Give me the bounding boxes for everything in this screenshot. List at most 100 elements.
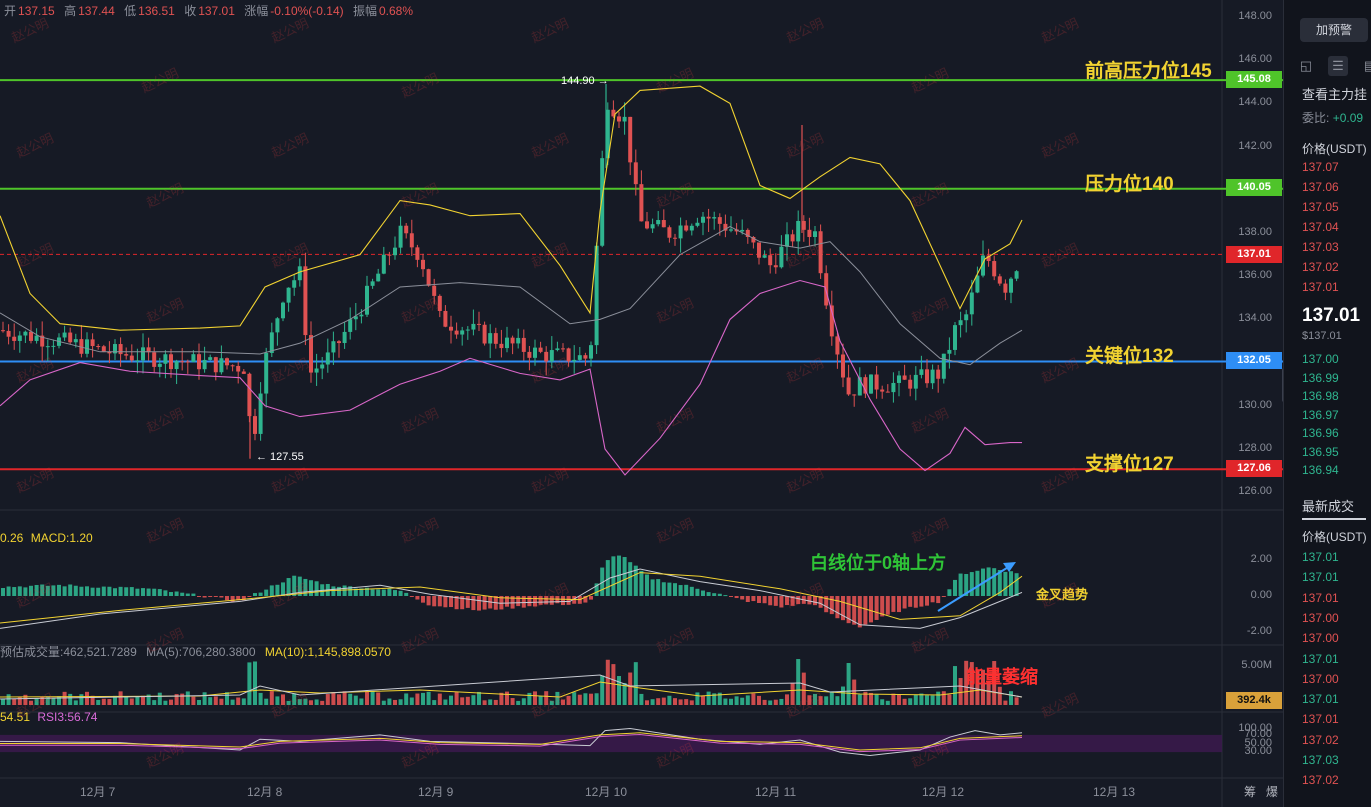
macd-bar: [986, 567, 991, 596]
trade-row[interactable]: 137.02: [1302, 773, 1339, 788]
macd-bar: [1003, 571, 1008, 596]
macd-bar: [57, 584, 61, 596]
add-alert-button[interactable]: 加预警: [1300, 18, 1368, 42]
macd-bar: [818, 596, 823, 608]
trade-row[interactable]: 137.02: [1302, 732, 1339, 747]
chip-icon-button[interactable]: 筹: [1244, 785, 1257, 799]
volume-bar: [717, 692, 722, 705]
trade-row[interactable]: 137.01: [1302, 712, 1339, 727]
orderbook-row[interactable]: 137.05: [1302, 200, 1339, 214]
candle-body: [471, 323, 476, 330]
volume-bar: [180, 693, 185, 705]
orderbook-row[interactable]: 136.95: [1302, 444, 1339, 459]
orderbook-row[interactable]: 137.01: [1302, 280, 1339, 294]
volume-bar: [303, 698, 308, 705]
layout-icon[interactable]: ◱: [1299, 58, 1313, 73]
candle-body: [113, 344, 117, 354]
candle-body: [129, 355, 134, 361]
liquidation-icon-button[interactable]: 爆: [1266, 785, 1279, 799]
macd-bar: [213, 596, 218, 597]
volume-bar: [12, 698, 17, 705]
orderbook-row[interactable]: 136.97: [1302, 407, 1339, 422]
orderbook-view-icon[interactable]: ☰: [1328, 56, 1348, 76]
volume-bar: [969, 662, 974, 705]
trade-row[interactable]: 137.00: [1302, 610, 1339, 625]
volume-bar: [449, 695, 453, 705]
macd-bar: [118, 586, 123, 596]
volume-bar: [6, 694, 11, 705]
macd-bar: [191, 593, 196, 596]
volume-bar: [544, 691, 549, 705]
chart-area[interactable]: 开 137.15 高 137.44 低 136.51 收 137.01 涨幅 -0.10%…: [0, 0, 1283, 807]
volume-bar: [594, 693, 599, 705]
candle-body: [141, 347, 145, 361]
volume-bar: [538, 696, 543, 705]
orderbook-row[interactable]: 137.03: [1302, 240, 1339, 254]
orderbook-row[interactable]: 137.00: [1302, 352, 1339, 366]
candle-body: [538, 347, 543, 352]
price-tag-145: 145.08: [1226, 71, 1282, 88]
macd-bar: [751, 596, 756, 602]
macd-bar: [779, 596, 784, 608]
orderbook-row[interactable]: 136.98: [1302, 389, 1339, 403]
trade-row[interactable]: 137.01: [1302, 550, 1339, 564]
volume-bar: [751, 693, 756, 705]
trade-row[interactable]: 137.03: [1302, 753, 1339, 767]
candle-body: [986, 255, 991, 262]
volume-bar: [913, 694, 918, 705]
candle-body: [835, 336, 840, 355]
candle-body: [197, 354, 201, 370]
view-main-orders-label[interactable]: 查看主力挂: [1302, 87, 1368, 102]
trade-row[interactable]: 137.01: [1302, 590, 1339, 605]
candle-body: [740, 229, 745, 232]
bollinger-lower-line: [0, 279, 1022, 476]
trade-row[interactable]: 137.01: [1302, 692, 1339, 707]
trade-row[interactable]: 137.00: [1302, 671, 1339, 686]
macd-bar: [729, 596, 733, 597]
buy-view-icon[interactable]: ▤: [1360, 56, 1371, 76]
latest-trades-title[interactable]: 最新成交: [1302, 499, 1355, 514]
volume-bar: [471, 695, 476, 705]
orderbook-row[interactable]: 136.96: [1302, 426, 1339, 440]
macd-bar: [269, 585, 274, 596]
volume-bar: [45, 696, 50, 705]
orderbook-row[interactable]: 137.04: [1302, 220, 1339, 234]
macd-bar: [997, 570, 1002, 596]
orderbook-row[interactable]: 136.94: [1302, 463, 1339, 477]
candle-body: [157, 363, 162, 367]
volume-bar: [824, 696, 829, 705]
orderbook-row[interactable]: 137.02: [1302, 260, 1339, 274]
volume-bar: [628, 672, 633, 705]
candle-body: [617, 116, 621, 122]
candle-body: [661, 220, 666, 228]
candle-body: [370, 281, 375, 286]
volume-bar: [421, 692, 425, 705]
candle-body: [213, 357, 218, 373]
macd-bar: [12, 587, 17, 596]
orderbook-row[interactable]: 136.99: [1302, 370, 1339, 385]
trade-row[interactable]: 137.01: [1302, 570, 1339, 585]
candle-body: [1009, 278, 1013, 293]
chart-canvas[interactable]: [0, 0, 1283, 807]
macd-bar: [533, 596, 537, 607]
volume-bar: [437, 693, 442, 705]
volume-bar: [325, 694, 330, 705]
macd-dea-line: [0, 572, 1023, 624]
macd-bar: [253, 593, 257, 596]
orderbook-row[interactable]: 137.07: [1302, 160, 1339, 174]
candle-body: [174, 361, 179, 370]
macd-bar: [376, 589, 381, 596]
trade-row[interactable]: 137.00: [1302, 631, 1339, 646]
macd-bar: [152, 588, 157, 596]
volume-legend: 预估成交量:462,521.7289 MA(5):706,280.3800 MA…: [0, 645, 391, 659]
orderbook-row[interactable]: 137.06: [1302, 180, 1339, 194]
candle-body: [566, 348, 571, 362]
price-axis-label: 126.00: [1238, 485, 1272, 498]
candle-body: [393, 247, 397, 256]
trade-row[interactable]: 137.01: [1302, 651, 1339, 666]
volume-bar: [885, 700, 890, 705]
volume-bar: [269, 691, 274, 705]
last-price: 137.01: [1302, 305, 1361, 326]
macd-bar: [790, 596, 795, 606]
volume-bar: [729, 698, 733, 705]
